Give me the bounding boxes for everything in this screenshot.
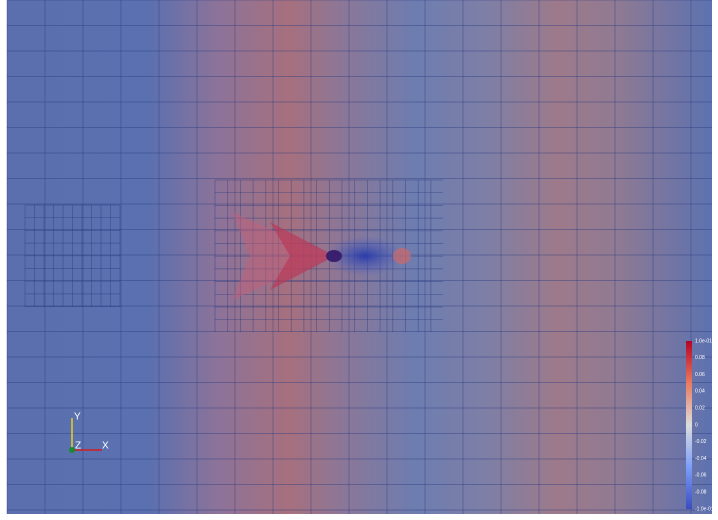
axis-label: X	[102, 441, 109, 452]
axis-label: Y	[74, 412, 81, 423]
colorbar-label: 0.06	[695, 372, 705, 378]
red-spot	[393, 248, 411, 264]
chevron-outer	[232, 212, 330, 300]
colorbar-label: -0.04	[695, 456, 707, 462]
axis-label: Z	[75, 441, 81, 452]
chevron-inner	[270, 222, 335, 290]
colorbar-label: 0.08	[695, 355, 705, 361]
axes-triad: Y Z X	[69, 412, 109, 453]
colorbar-label: -1.0e-01	[695, 506, 714, 512]
colorbar-label: -0.08	[695, 490, 707, 496]
colorbar-label: 0	[695, 422, 698, 428]
core	[326, 250, 342, 262]
colorbar-label: 0.02	[695, 406, 705, 412]
colorbar-label: 1.0e-01	[695, 338, 712, 344]
colorbar-label: -0.06	[695, 473, 707, 479]
colorbar-label: 0.04	[695, 389, 705, 395]
colorbar-labels: 1.0e-01 0.08 0.06 0.04 0.02 0 -0.02 -0.04 -0.06 -…	[695, 338, 714, 512]
z-axis	[69, 447, 75, 453]
colorbar	[686, 341, 692, 509]
blue-region	[325, 236, 405, 276]
colorbar-label: -0.02	[695, 439, 707, 445]
